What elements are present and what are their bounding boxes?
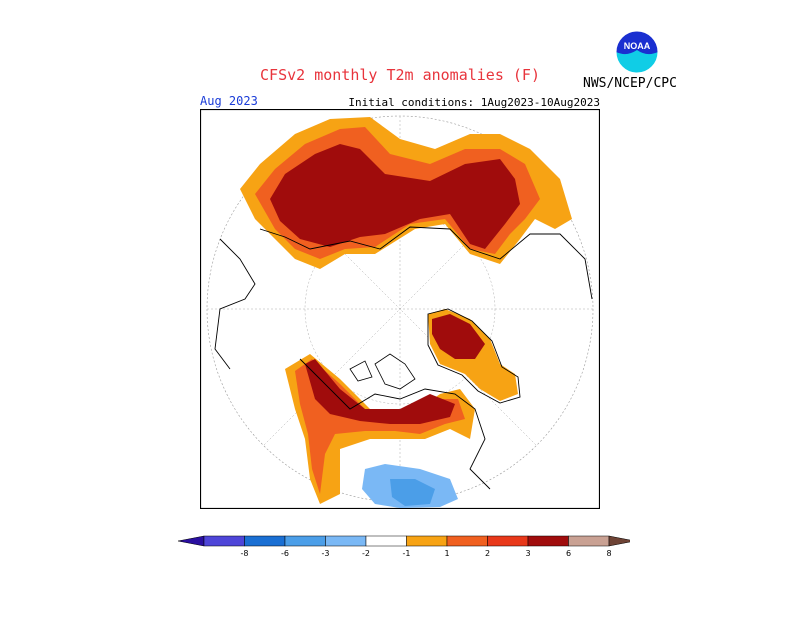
colorbar-tick-label: 1 [444, 549, 449, 558]
colorbar-tick-label: 6 [566, 549, 571, 558]
valid-month: Aug 2023 [200, 94, 258, 108]
colorbar-tick-label: -8 [241, 549, 249, 558]
coastline-greenland [427, 308, 521, 404]
initial-conditions: Initial conditions: 1Aug2023-10Aug2023 [348, 96, 600, 109]
colorbar-segment [568, 535, 610, 547]
coastline-asia [259, 226, 593, 300]
colorbar-segment [406, 535, 448, 547]
coastline-north-america [299, 358, 491, 490]
coastline-europe [214, 238, 256, 370]
colorbar-segment [325, 535, 367, 547]
colorbar-min-triangle [177, 535, 205, 547]
colorbar-max-triangle [608, 535, 630, 547]
colorbar-segment [527, 535, 569, 547]
colorbar-segment [203, 535, 245, 547]
agency-label: NWS/NCEP/CPC [583, 76, 677, 91]
cool-anomaly-canada-core [390, 479, 435, 506]
north-america-anomaly-core [305, 359, 455, 424]
colorbar-tick-label: 3 [525, 549, 530, 558]
colorbar-segment [446, 535, 488, 547]
map-title: CFSv2 monthly T2m anomalies (F) [260, 66, 540, 84]
colorbar-tick-label: -1 [403, 549, 411, 558]
colorbar-tick-label: -3 [322, 549, 330, 558]
colorbar-segment [487, 535, 529, 547]
colorbar-segment [365, 535, 407, 547]
colorbar-tick-label: 2 [485, 549, 490, 558]
eurasia-anomaly-core [270, 144, 520, 249]
greenland-anomaly-core [432, 314, 485, 359]
colorbar-segment [244, 535, 286, 547]
coastline-arctic-islands [349, 353, 416, 390]
polar-anomaly-map [200, 109, 600, 509]
colorbar-tick-label: -2 [362, 549, 370, 558]
colorbar-tick-label: 8 [606, 549, 611, 558]
colorbar: -8 -6 -3 -2 -1 1 2 3 6 8 [177, 535, 630, 558]
logo-text: NOAA [624, 41, 651, 51]
noaa-logo-icon: NOAA [615, 30, 659, 74]
colorbar-segment [284, 535, 326, 547]
colorbar-tick-label: -6 [281, 549, 289, 558]
